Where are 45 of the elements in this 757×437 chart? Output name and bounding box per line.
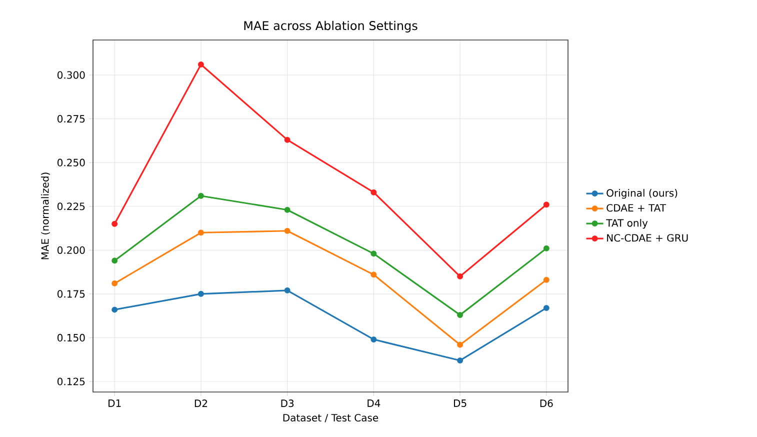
point <box>284 287 290 294</box>
y-tick-label: 0.125 <box>58 378 85 386</box>
point <box>370 250 377 257</box>
point <box>457 312 464 318</box>
x-tick-label: D3 <box>281 400 294 408</box>
point <box>457 273 464 280</box>
x-tick-label: D5 <box>454 400 466 407</box>
point <box>370 189 377 196</box>
point <box>112 220 118 227</box>
x-tick-label: D4 <box>368 400 380 407</box>
legend-label: TAT only <box>606 218 648 229</box>
point <box>112 280 118 286</box>
point <box>543 245 550 252</box>
point <box>112 306 118 313</box>
point <box>543 304 550 311</box>
point <box>457 342 464 348</box>
y-tick-label: 0.250 <box>58 158 85 166</box>
x-tick-label: D2 <box>194 400 207 407</box>
point <box>198 230 204 236</box>
point <box>543 276 550 283</box>
point <box>198 62 204 68</box>
point <box>198 192 204 199</box>
x-tick-label: D1 <box>108 400 121 407</box>
x-tick-label: D6 <box>540 400 553 408</box>
y-tick-label: 0.200 <box>58 246 85 254</box>
y-tick-label: 0.275 <box>58 115 85 123</box>
y-tick-label: 0.225 <box>58 202 85 210</box>
legend-label: Original (ours) <box>606 188 678 199</box>
chart-title: MAE across Ablation Settings <box>244 20 418 32</box>
point <box>370 336 377 342</box>
point <box>284 228 290 234</box>
y-tick-label: 0.150 <box>58 334 85 342</box>
point <box>198 290 204 297</box>
point <box>112 258 118 264</box>
point <box>284 206 290 213</box>
point <box>543 202 550 208</box>
y-axis-title: MAE (normalized) <box>41 172 50 260</box>
point <box>284 136 290 143</box>
x-axis-title: Dataset / Test Case <box>283 414 378 422</box>
y-tick-label: 0.175 <box>58 290 85 298</box>
legend-label: NC-CDAE + GRU <box>607 234 688 242</box>
point <box>457 357 464 364</box>
legend-label: CDAE + TAT <box>606 204 666 212</box>
point <box>370 272 377 278</box>
y-tick-label: 0.300 <box>58 71 85 79</box>
